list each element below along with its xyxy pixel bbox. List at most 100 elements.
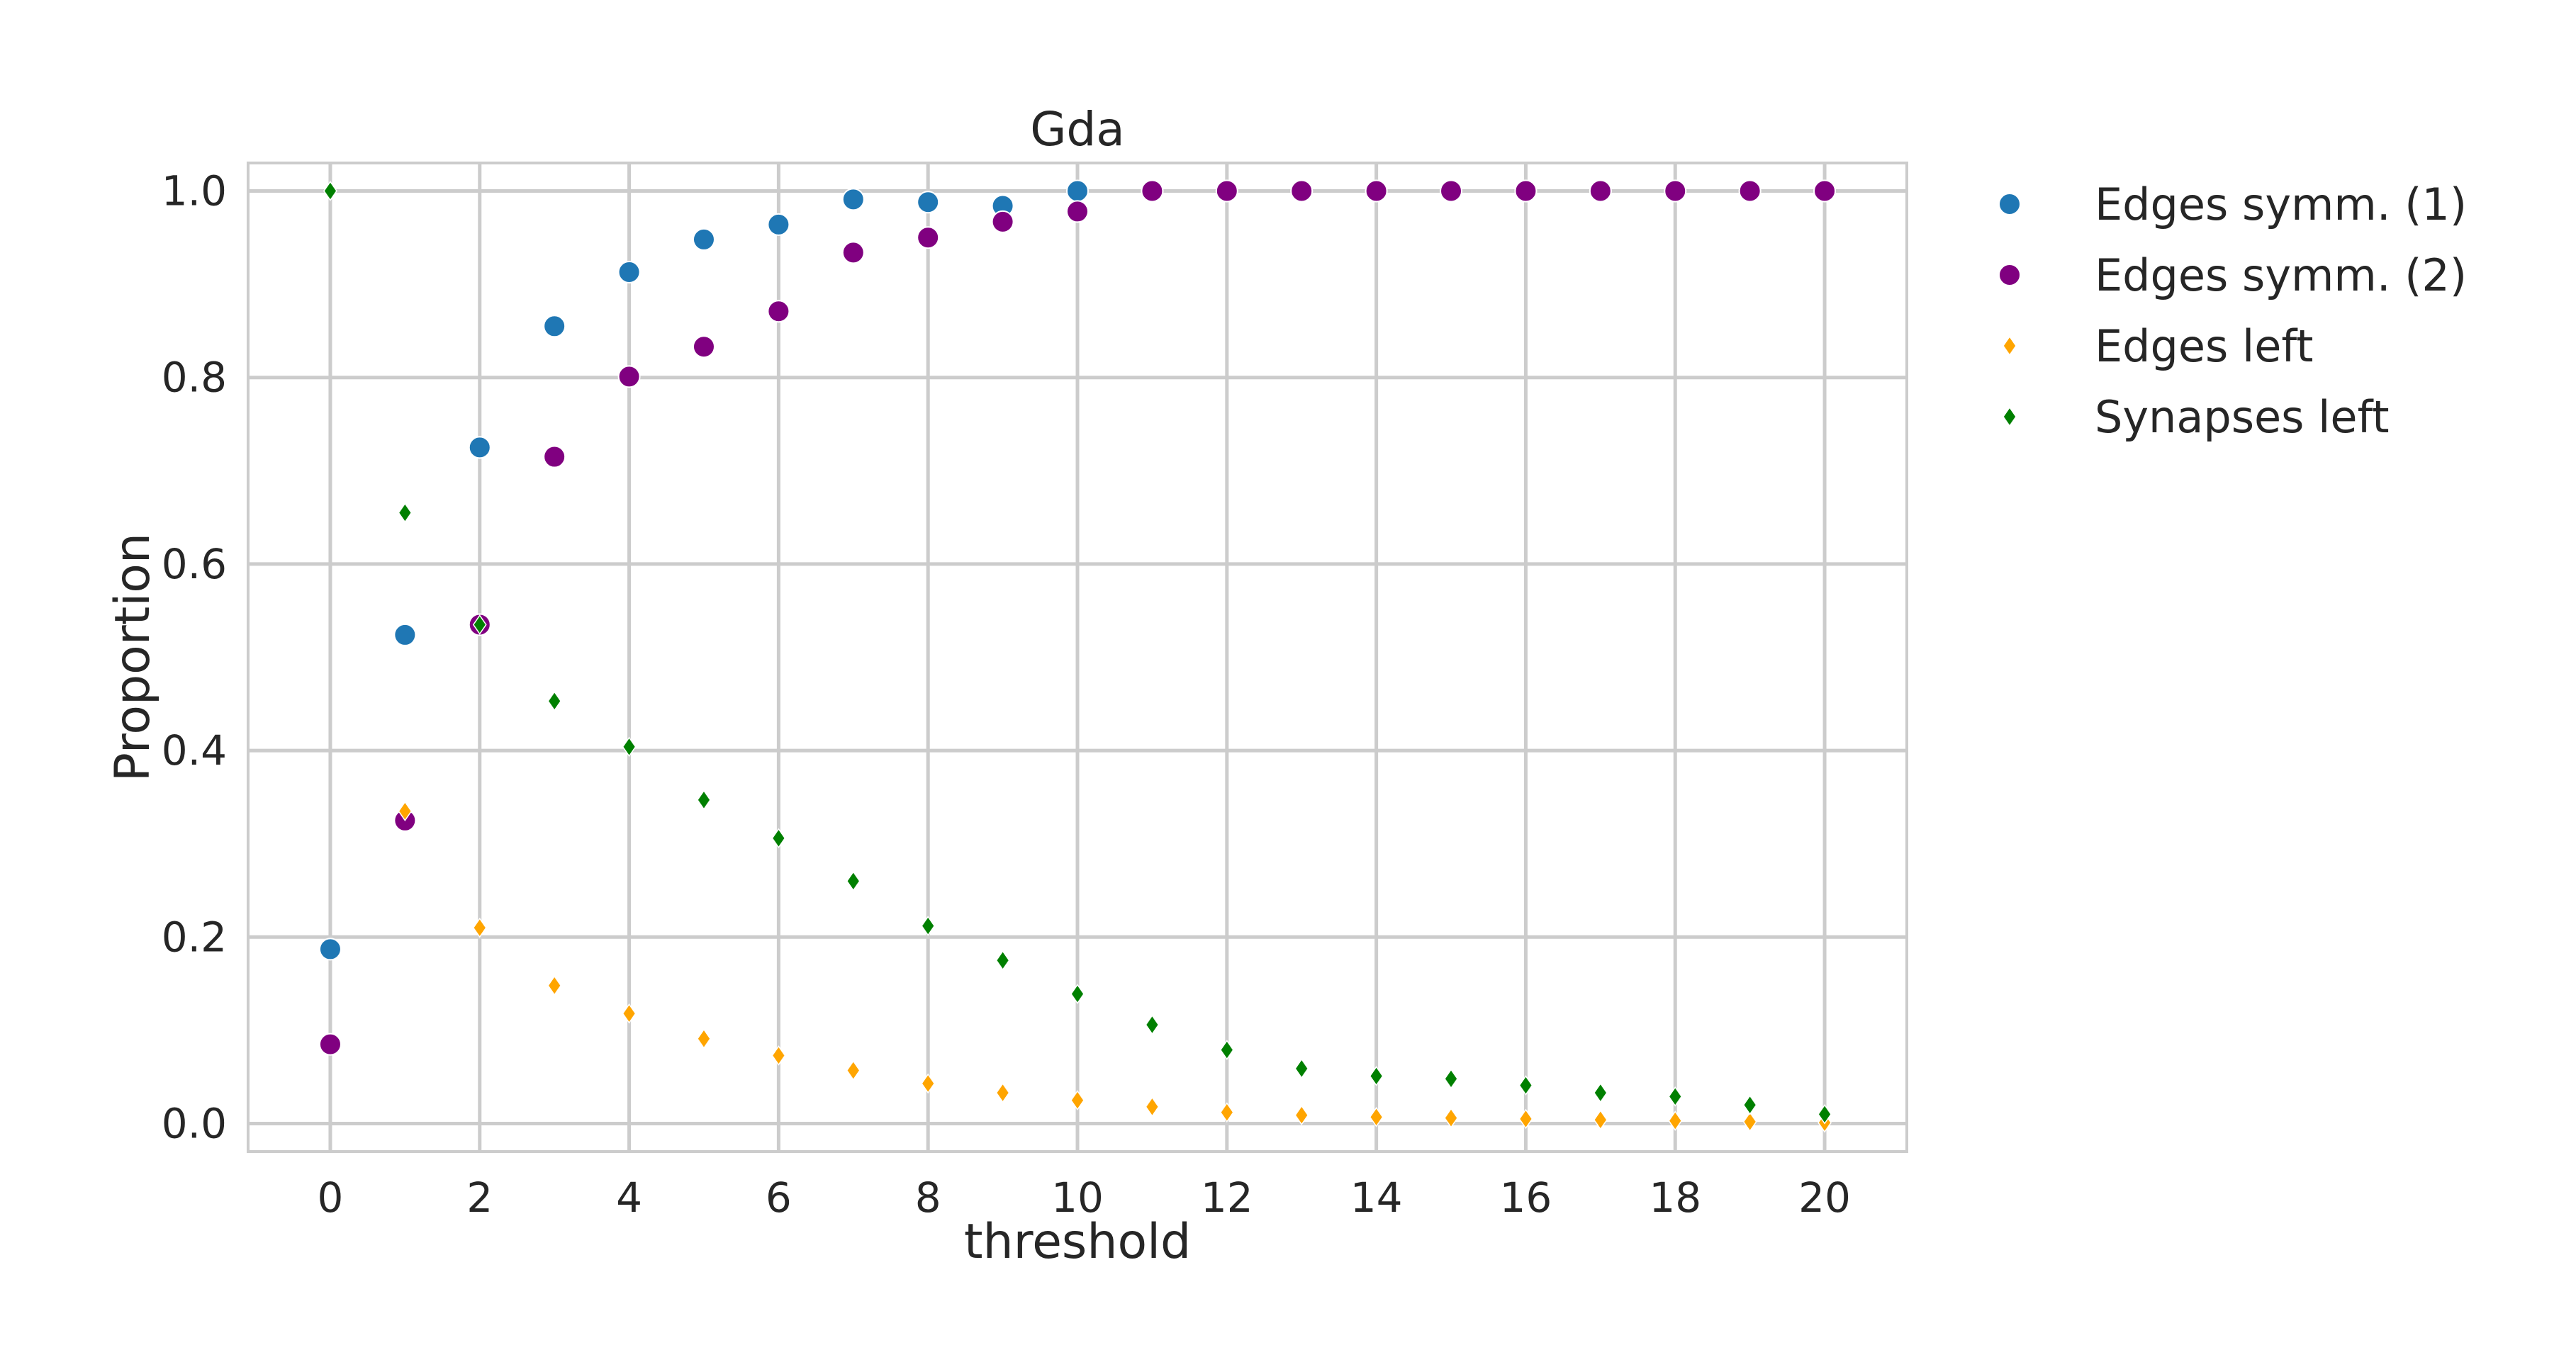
data-point <box>771 828 786 849</box>
data-point <box>622 736 637 758</box>
data-point <box>1593 1082 1608 1103</box>
y-tick-label: 0.2 <box>162 913 227 961</box>
data-point <box>1066 200 1089 223</box>
data-point <box>846 1060 861 1081</box>
data-point <box>1444 1108 1458 1128</box>
x-tick-label: 12 <box>1201 1174 1253 1222</box>
data-point <box>1369 1106 1384 1127</box>
data-point <box>2003 335 2017 356</box>
legend-item: Synapses left <box>2003 391 2390 443</box>
data-point <box>1070 1090 1085 1110</box>
data-point <box>1141 179 1164 203</box>
data-points <box>318 179 1837 1133</box>
data-point <box>697 789 711 811</box>
data-point <box>1219 1040 1234 1060</box>
data-point <box>1145 1096 1160 1118</box>
x-tick-label: 4 <box>616 1174 642 1222</box>
data-point <box>1518 1108 1533 1130</box>
data-point <box>1593 1109 1608 1130</box>
data-point <box>991 210 1014 233</box>
x-tick-label: 10 <box>1051 1174 1104 1222</box>
data-point <box>1738 179 1762 203</box>
data-point <box>1145 1014 1160 1035</box>
data-point <box>1066 179 1089 203</box>
data-point <box>398 502 413 523</box>
data-point <box>1668 1086 1683 1107</box>
y-tick-label: 0.6 <box>162 540 227 588</box>
x-tick-label: 6 <box>766 1174 792 1222</box>
x-tick-label: 20 <box>1798 1174 1851 1222</box>
data-point <box>1070 984 1085 1004</box>
data-point <box>841 188 865 211</box>
data-point <box>1294 1105 1309 1125</box>
legend-item: Edges symm. (2) <box>1998 249 2467 301</box>
legend: Edges symm. (1) Edges symm. (2) Edges left… <box>1998 179 2467 443</box>
data-point <box>1664 179 1687 203</box>
chart-title: Gda <box>1030 102 1124 157</box>
data-point <box>1518 1075 1533 1096</box>
data-point <box>547 975 562 996</box>
data-point <box>1998 264 2021 286</box>
x-tick-label: 8 <box>915 1174 941 1222</box>
data-point <box>1742 1111 1757 1132</box>
data-point <box>318 1033 342 1056</box>
legend-label: Edges symm. (1) <box>2095 179 2467 230</box>
data-point <box>917 191 940 214</box>
y-axis-title: Proportion <box>105 533 161 782</box>
series-points <box>323 181 1832 1125</box>
data-point <box>1369 1066 1384 1086</box>
data-point <box>472 614 487 635</box>
y-tick-label: 0.0 <box>162 1100 227 1148</box>
y-tick-label: 0.4 <box>162 726 227 775</box>
data-point <box>1440 179 1463 203</box>
legend-item: Edges symm. (1) <box>1998 179 2467 230</box>
x-tick-labels: 0 2 4 6 8 10 12 14 16 18 20 <box>317 1174 1850 1222</box>
x-tick-label: 0 <box>317 1174 343 1222</box>
data-point <box>1998 193 2021 215</box>
x-tick-label: 16 <box>1500 1174 1552 1222</box>
data-point <box>1444 1069 1458 1089</box>
data-point <box>1290 179 1314 203</box>
data-point <box>995 950 1010 971</box>
data-point <box>1668 1110 1683 1131</box>
data-point <box>323 181 337 201</box>
data-point <box>398 801 413 821</box>
data-point <box>617 260 641 283</box>
data-point <box>1514 179 1538 203</box>
data-point <box>393 623 417 646</box>
data-point <box>1813 179 1837 203</box>
data-point <box>692 335 715 359</box>
data-point <box>547 691 562 711</box>
legend-label: Synapses left <box>2095 391 2390 443</box>
data-point <box>846 871 861 891</box>
data-point <box>841 241 865 264</box>
x-tick-label: 2 <box>466 1174 493 1222</box>
x-tick-label: 18 <box>1649 1174 1701 1222</box>
plot-area-frame <box>247 162 1908 1153</box>
series-points <box>318 179 1837 1056</box>
data-point <box>692 227 715 251</box>
data-point <box>543 315 566 338</box>
data-point <box>468 436 491 459</box>
x-tick-label: 14 <box>1350 1174 1403 1222</box>
y-tick-labels: 0.0 0.2 0.4 0.6 0.8 1.0 <box>162 167 227 1147</box>
data-point <box>1589 179 1612 203</box>
data-point <box>1215 179 1238 203</box>
legend-label: Edges symm. (2) <box>2095 249 2467 301</box>
data-point <box>318 938 342 961</box>
data-point <box>543 445 566 468</box>
data-point <box>1294 1058 1309 1079</box>
data-point <box>1219 1102 1234 1123</box>
data-point <box>921 916 936 936</box>
data-point <box>472 917 487 938</box>
y-tick-label: 0.8 <box>162 354 227 402</box>
legend-label: Edges left <box>2095 320 2313 372</box>
data-point <box>1742 1094 1757 1115</box>
data-point <box>622 1003 637 1024</box>
data-point <box>771 1045 786 1066</box>
data-point <box>1365 179 1388 203</box>
data-point <box>767 300 790 323</box>
data-point <box>921 1073 936 1094</box>
data-point <box>617 365 641 388</box>
